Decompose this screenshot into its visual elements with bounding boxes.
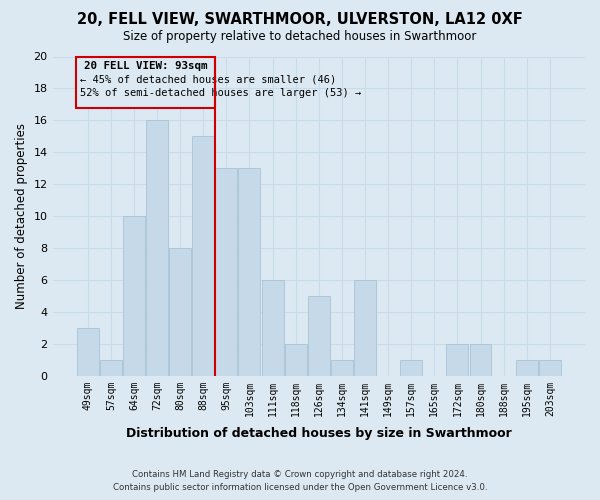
Bar — [100, 360, 122, 376]
Text: 52% of semi-detached houses are larger (53) →: 52% of semi-detached houses are larger (… — [80, 88, 361, 99]
Bar — [238, 168, 260, 376]
X-axis label: Distribution of detached houses by size in Swarthmoor: Distribution of detached houses by size … — [126, 427, 512, 440]
Bar — [262, 280, 284, 376]
Bar — [169, 248, 191, 376]
FancyBboxPatch shape — [76, 56, 215, 108]
Bar — [308, 296, 330, 376]
Bar — [470, 344, 491, 376]
Bar — [123, 216, 145, 376]
Bar — [516, 360, 538, 376]
Bar — [446, 344, 469, 376]
Bar — [400, 360, 422, 376]
Bar — [77, 328, 98, 376]
Bar — [192, 136, 214, 376]
Text: ← 45% of detached houses are smaller (46): ← 45% of detached houses are smaller (46… — [80, 74, 336, 84]
Text: 20 FELL VIEW: 93sqm: 20 FELL VIEW: 93sqm — [84, 61, 207, 71]
Text: Size of property relative to detached houses in Swarthmoor: Size of property relative to detached ho… — [124, 30, 476, 43]
Bar — [284, 344, 307, 376]
Text: Contains HM Land Registry data © Crown copyright and database right 2024.
Contai: Contains HM Land Registry data © Crown c… — [113, 470, 487, 492]
Text: 20, FELL VIEW, SWARTHMOOR, ULVERSTON, LA12 0XF: 20, FELL VIEW, SWARTHMOOR, ULVERSTON, LA… — [77, 12, 523, 28]
Bar — [146, 120, 168, 376]
Y-axis label: Number of detached properties: Number of detached properties — [15, 123, 28, 309]
Bar — [331, 360, 353, 376]
Bar — [354, 280, 376, 376]
Bar — [539, 360, 561, 376]
Bar — [215, 168, 238, 376]
